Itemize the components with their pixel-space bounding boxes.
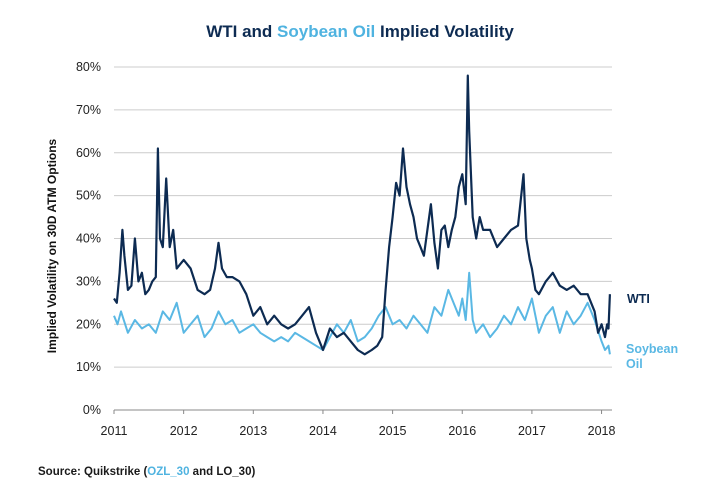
x-tick-label: 2012 [170, 424, 198, 438]
x-tick-label: 2017 [518, 424, 546, 438]
x-tick-labels: 2011 2012 2013 2014 2015 2016 2017 2018 [101, 410, 616, 438]
series-lines [113, 74, 611, 356]
title-part-soybean: Soybean Oil [277, 22, 376, 41]
y-tick-label: 0% [83, 403, 101, 417]
source-suffix: and LO_30) [189, 466, 256, 478]
title-part-wti: WTI and [206, 22, 278, 41]
y-tick-label: 10% [76, 360, 101, 374]
wti-series-line [113, 74, 611, 356]
y-tick-labels: 0% 10% 20% 30% 40% 50% 60% 70% 80% [76, 60, 101, 417]
title-part-rest: Implied Volatility [375, 22, 514, 41]
x-tick-label: 2014 [309, 424, 337, 438]
y-tick-label: 50% [76, 189, 101, 203]
y-tick-label: 80% [76, 60, 101, 74]
line-chart: 2011 2012 2013 2014 2015 2016 2017 2018 0% 10% 20… [45, 60, 678, 438]
soybean-series-label: Soybean Oil [626, 342, 678, 371]
y-axis-title: Implied Volatility on 30D ATM Options [45, 138, 59, 353]
source-code-link[interactable]: OZL_30 [147, 466, 190, 478]
x-tick-label: 2018 [588, 424, 616, 438]
source-note: Source: Quikstrike (OZL_30 and LO_30) [38, 466, 255, 478]
source-prefix: Source: Quikstrike ( [38, 466, 148, 478]
y-tick-label: 40% [76, 232, 101, 246]
soybean-series-line [113, 271, 611, 355]
x-tick-label: 2015 [379, 424, 407, 438]
soybean-label-word: Soybean [626, 342, 678, 356]
chart-title: WTI and Soybean Oil Implied Volatility [0, 22, 720, 42]
y-tick-label: 30% [76, 274, 101, 288]
soybean-label-word: Oil [626, 357, 643, 371]
y-tick-label: 60% [76, 146, 101, 160]
y-tick-label: 20% [76, 317, 101, 331]
grid-lines [114, 66, 612, 411]
x-tick-label: 2016 [448, 424, 476, 438]
x-tick-label: 2013 [239, 424, 267, 438]
x-tick-label: 2011 [101, 424, 128, 438]
wti-series-label: WTI [627, 292, 650, 306]
y-tick-label: 70% [76, 103, 101, 117]
